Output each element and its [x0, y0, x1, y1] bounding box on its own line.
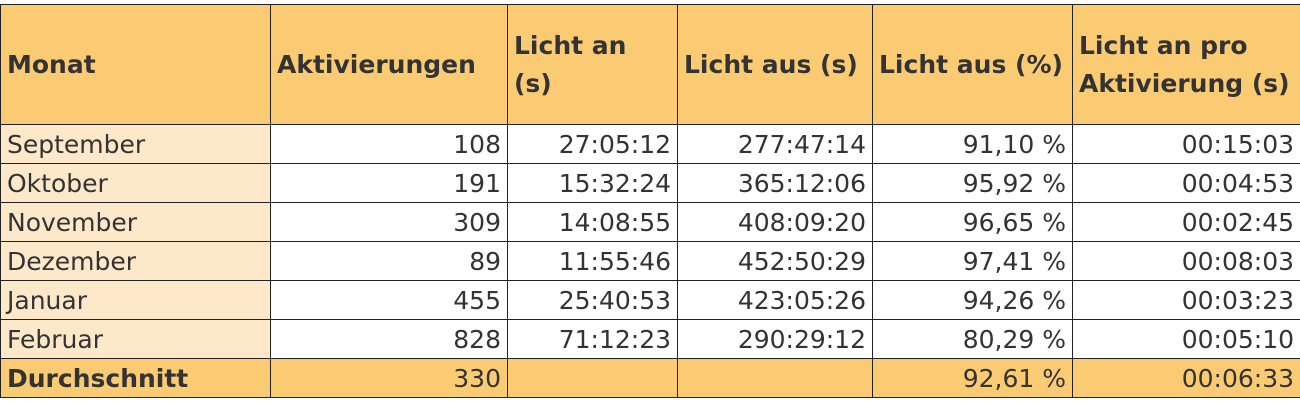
- cell-light-on: 15:32:24: [507, 163, 678, 203]
- column-header-light-off-percent: Licht aus (%): [872, 4, 1073, 125]
- cell-month: Januar: [0, 280, 271, 320]
- cell-light-on-per-activation: 00:06:33: [1072, 358, 1300, 398]
- cell-activations: 330: [270, 358, 508, 398]
- cell-activations: 89: [270, 241, 508, 281]
- cell-light-off-percent: 91,10 %: [872, 124, 1073, 164]
- cell-light-off: 290:29:12: [677, 319, 873, 359]
- cell-light-off-percent: 95,92 %: [872, 163, 1073, 203]
- average-row: Durchschnitt 330 92,61 % 00:06:33: [0, 358, 1300, 398]
- cell-month: Durchschnitt: [0, 358, 271, 398]
- table-row: September 108 27:05:12 277:47:14 91,10 % 00:1…: [0, 124, 1300, 164]
- table-row: November 309 14:08:55 408:09:20 96,65 % 00:02…: [0, 202, 1300, 242]
- cell-light-on-per-activation: 00:04:53: [1072, 163, 1300, 203]
- column-header-month: Monat: [0, 4, 271, 125]
- cell-light-on-per-activation: 00:08:03: [1072, 241, 1300, 281]
- cell-light-off: 365:12:06: [677, 163, 873, 203]
- header-row: Monat Aktivierungen Licht an (s) Licht aus …: [0, 4, 1300, 125]
- cell-light-off-percent: 97,41 %: [872, 241, 1073, 281]
- cell-month: Februar: [0, 319, 271, 359]
- cell-month: Dezember: [0, 241, 271, 281]
- column-header-activations: Aktivierungen: [270, 4, 508, 125]
- cell-light-off-percent: 96,65 %: [872, 202, 1073, 242]
- cell-light-on: [507, 358, 678, 398]
- cell-light-on: 27:05:12: [507, 124, 678, 164]
- cell-light-off: 408:09:20: [677, 202, 873, 242]
- cell-light-on: 25:40:53: [507, 280, 678, 320]
- cell-light-off: 277:47:14: [677, 124, 873, 164]
- cell-light-off: 452:50:29: [677, 241, 873, 281]
- cell-light-on: 11:55:46: [507, 241, 678, 281]
- monthly-light-table: Monat Aktivierungen Licht an (s) Licht aus …: [0, 4, 1300, 398]
- table-row: Dezember 89 11:55:46 452:50:29 97,41 % 00:08:…: [0, 241, 1300, 281]
- cell-light-on-per-activation: 00:03:23: [1072, 280, 1300, 320]
- cell-light-off: [677, 358, 873, 398]
- cell-light-off-percent: 94,26 %: [872, 280, 1073, 320]
- cell-light-off-percent: 92,61 %: [872, 358, 1073, 398]
- table-row: Januar 455 25:40:53 423:05:26 94,26 % 00:03:2…: [0, 280, 1300, 320]
- cell-light-off-percent: 80,29 %: [872, 319, 1073, 359]
- table-row: Februar 828 71:12:23 290:29:12 80,29 % 00:05:…: [0, 319, 1300, 359]
- cell-activations: 455: [270, 280, 508, 320]
- cell-light-on-per-activation: 00:02:45: [1072, 202, 1300, 242]
- cell-activations: 108: [270, 124, 508, 164]
- cell-light-on: 14:08:55: [507, 202, 678, 242]
- cell-light-on: 71:12:23: [507, 319, 678, 359]
- table-row: Oktober 191 15:32:24 365:12:06 95,92 % 00:04:…: [0, 163, 1300, 203]
- cell-activations: 191: [270, 163, 508, 203]
- cell-month: Oktober: [0, 163, 271, 203]
- cell-activations: 309: [270, 202, 508, 242]
- column-header-light-on: Licht an (s): [507, 4, 678, 125]
- cell-light-on-per-activation: 00:05:10: [1072, 319, 1300, 359]
- cell-month: September: [0, 124, 271, 164]
- cell-month: November: [0, 202, 271, 242]
- cell-light-on-per-activation: 00:15:03: [1072, 124, 1300, 164]
- column-header-light-off: Licht aus (s): [677, 4, 873, 125]
- column-header-light-on-per-activation: Licht an pro Aktivierung (s): [1072, 4, 1300, 125]
- cell-activations: 828: [270, 319, 508, 359]
- cell-light-off: 423:05:26: [677, 280, 873, 320]
